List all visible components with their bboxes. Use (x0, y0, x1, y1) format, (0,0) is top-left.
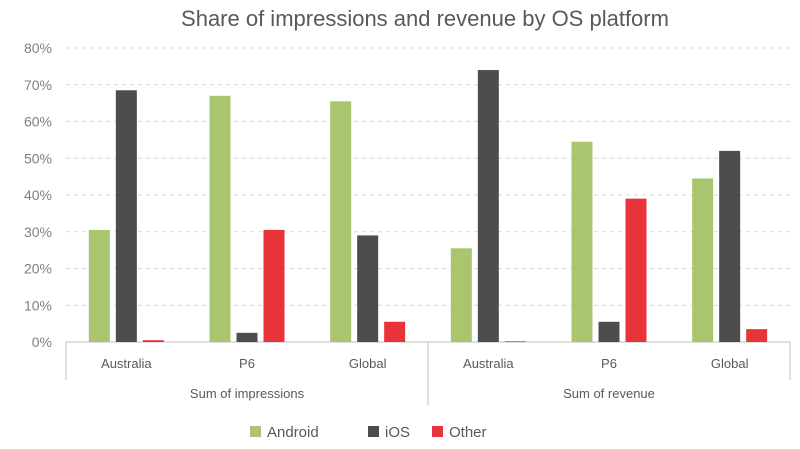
y-tick-label: 30% (24, 224, 52, 240)
grid-layer (66, 47, 790, 306)
bar-layer (88, 70, 768, 343)
bar-other-1 (263, 229, 285, 342)
bar-other-5 (746, 329, 768, 342)
bar-other-3 (504, 341, 526, 342)
legend: Android iOS Other (250, 424, 487, 441)
bar-android-2 (330, 101, 352, 342)
x-category-label: Australia (463, 356, 514, 371)
legend-label: Other (449, 424, 487, 441)
y-tick-label: 40% (24, 187, 52, 203)
y-tick-label: 10% (24, 297, 52, 313)
axis-layer: 0% 10% 20% 30% 40% 50% 60% 70% 80% (24, 40, 791, 405)
x-category-label: P6 (239, 356, 255, 371)
bar-android-4 (571, 141, 593, 342)
bar-android-0 (88, 229, 110, 342)
bar-ios-3 (477, 70, 499, 343)
y-tick-label: 80% (24, 40, 52, 56)
x-category-label: Global (711, 356, 749, 371)
label-layer: Australia P6 Global Australia P6 Global Sum of… (101, 356, 749, 401)
bar-ios-5 (719, 150, 741, 342)
bar-other-0 (142, 340, 164, 342)
bar-ios-0 (115, 90, 137, 342)
x-group-label: Sum of revenue (563, 386, 655, 401)
legend-swatch (432, 426, 443, 437)
bar-android-5 (692, 178, 714, 342)
x-group-label: Sum of impressions (190, 386, 305, 401)
bar-other-4 (625, 198, 647, 342)
legend-swatch (250, 426, 261, 437)
bar-ios-2 (357, 235, 379, 342)
y-tick-label: 70% (24, 77, 52, 93)
y-tick-label: 60% (24, 114, 52, 130)
x-category-label: P6 (601, 356, 617, 371)
legend-item-android: Android (250, 424, 319, 441)
chart-title: Share of impressions and revenue by OS p… (181, 6, 669, 31)
legend-label: iOS (385, 424, 410, 441)
y-tick-label: 0% (32, 334, 52, 350)
y-tick-label: 20% (24, 261, 52, 277)
x-category-label: Global (349, 356, 387, 371)
bar-ios-4 (598, 321, 620, 342)
x-category-label: Australia (101, 356, 152, 371)
bar-other-2 (384, 321, 406, 342)
legend-item-other: Other (432, 424, 487, 441)
legend-label: Android (267, 424, 319, 441)
legend-item-ios: iOS (368, 424, 410, 441)
bar-android-3 (450, 248, 472, 342)
bar-android-1 (209, 95, 231, 343)
bar-ios-1 (236, 332, 258, 342)
legend-swatch (368, 426, 379, 437)
y-tick-label: 50% (24, 150, 52, 166)
